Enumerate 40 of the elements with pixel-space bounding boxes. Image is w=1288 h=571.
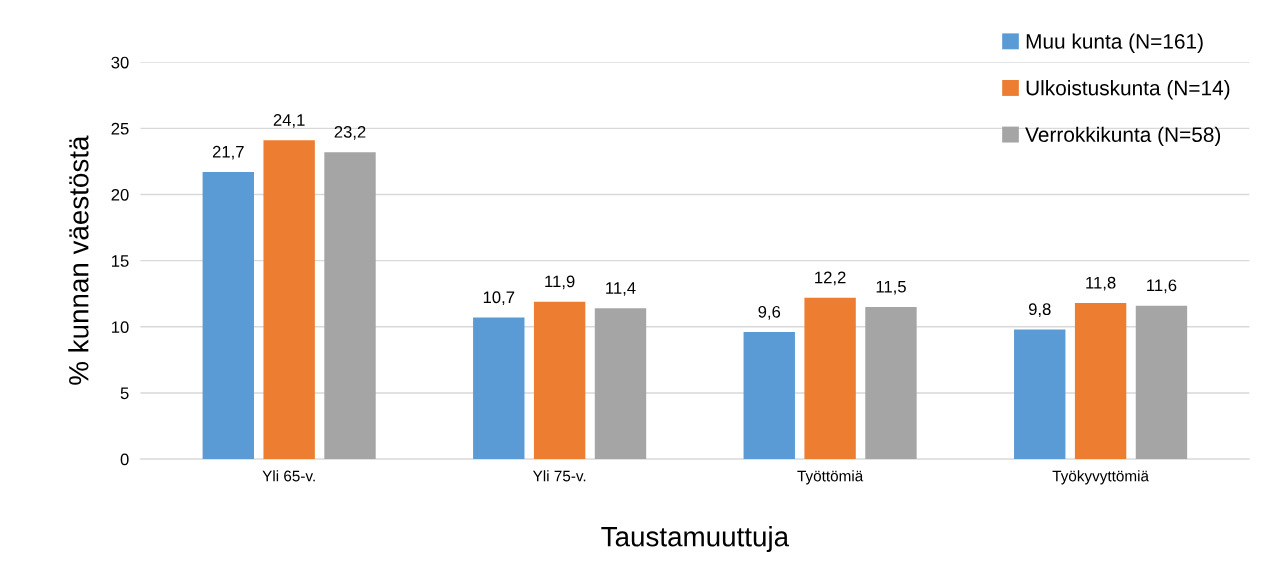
x-tick-label: Työkyvyttömiä [1052, 470, 1149, 485]
legend-label: Muu kunta (N=161) [1026, 33, 1203, 53]
bar [1074, 302, 1127, 460]
data-label: 9,6 [758, 305, 781, 320]
bar [202, 172, 254, 460]
x-tick-label: Työttömiä [797, 470, 864, 485]
bar [743, 332, 795, 460]
y-tick-label: 30 [111, 56, 129, 69]
data-label: 21,7 [212, 145, 244, 160]
legend-label: Ulkoistuskunta (N=14) [1026, 80, 1230, 100]
y-tick-label: 15 [112, 255, 129, 267]
legend-label: Verrokkikunta (N=58) [1025, 126, 1221, 147]
bar [324, 152, 376, 460]
x-tick-label: Yli 75-v. [532, 470, 586, 482]
bar [263, 140, 315, 460]
x-tick-label: Yli 65-v. [262, 470, 315, 482]
data-label: 11,4 [606, 282, 636, 296]
data-label: 11,6 [1147, 279, 1177, 294]
y-tick-label: 5 [120, 387, 129, 400]
y-axis-title: % kunnan väestöstä [68, 135, 89, 385]
data-label: 23,2 [334, 125, 366, 140]
bar [533, 301, 586, 460]
y-tick-label: 10 [112, 321, 129, 334]
data-label: 11,8 [1086, 276, 1116, 291]
y-tick-label: 20 [111, 188, 129, 201]
data-label: 11,5 [876, 280, 906, 295]
y-tick-label: 0 [120, 453, 129, 466]
bar [804, 297, 856, 460]
data-label: 10,7 [483, 291, 515, 306]
bar [473, 317, 525, 460]
bar [1014, 329, 1066, 460]
bar [1135, 305, 1188, 460]
data-label: 9,8 [1028, 303, 1051, 318]
data-label: 24,1 [273, 114, 305, 128]
data-label: 11,9 [545, 275, 575, 290]
x-axis-title: Taustamuuttuja [601, 526, 790, 552]
y-tick-label: 25 [111, 122, 129, 135]
bar [594, 308, 647, 460]
bar [865, 306, 917, 460]
data-label: 12,2 [815, 271, 846, 286]
